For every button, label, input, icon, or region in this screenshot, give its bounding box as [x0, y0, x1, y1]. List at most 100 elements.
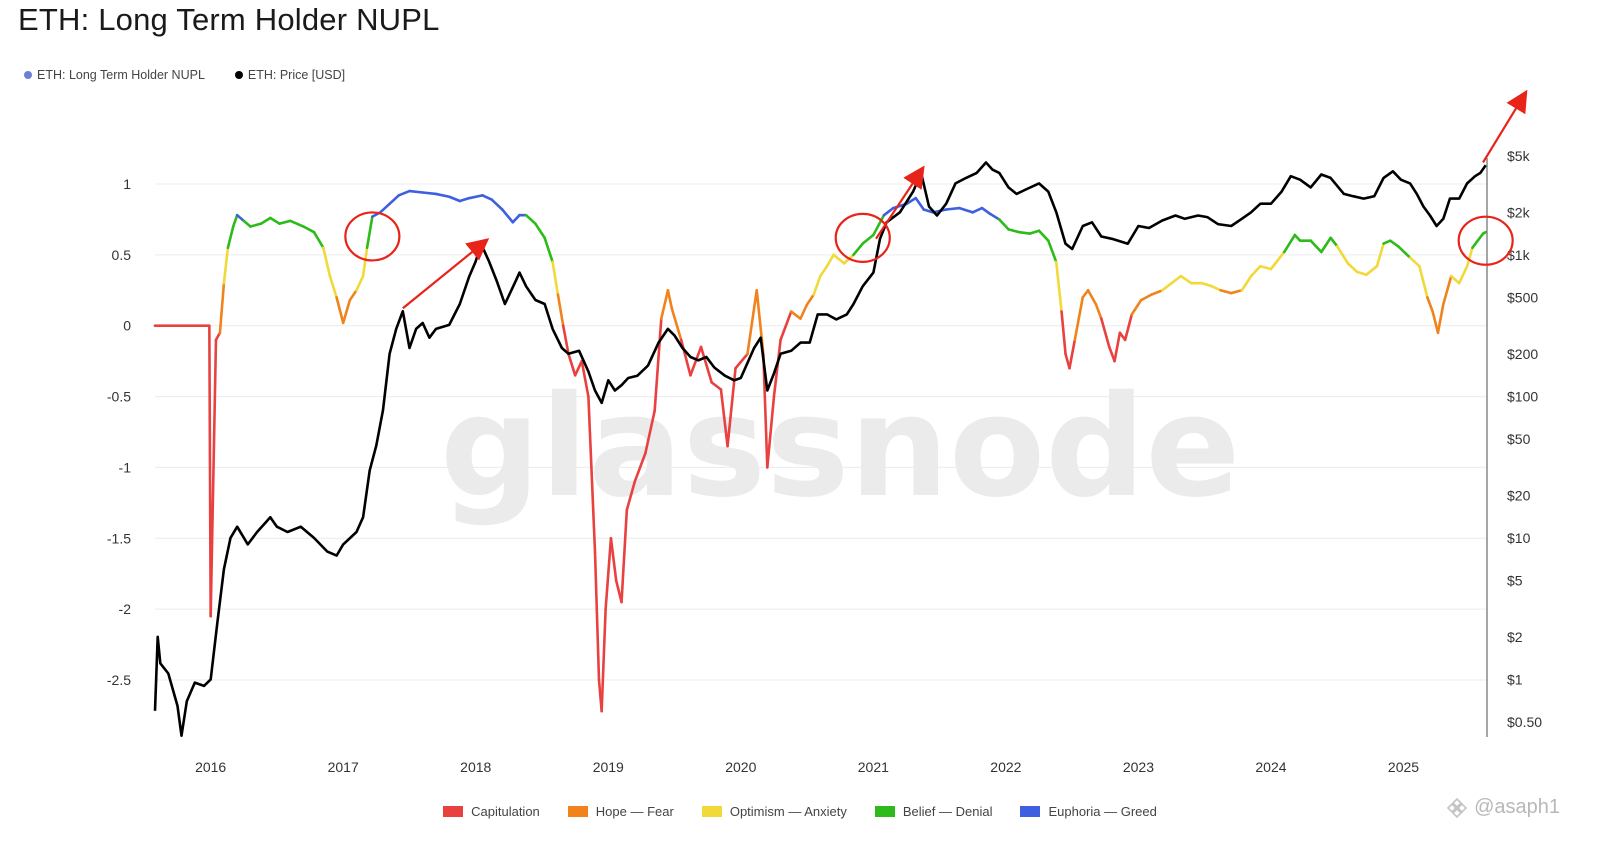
nupl-segment	[551, 260, 560, 296]
right-tick-label-12: $0.50	[1507, 714, 1542, 730]
zone-label-euphoria-greed: Euphoria — Greed	[1048, 804, 1157, 819]
x-tick-label-2: 2018	[460, 759, 491, 775]
nupl-segment	[861, 233, 875, 245]
zone-swatch-belief-denial	[874, 806, 895, 817]
nupl-segment	[1160, 281, 1173, 292]
legend-dot-price	[234, 71, 243, 79]
nupl-segment	[1249, 264, 1262, 278]
nupl-segment	[1346, 262, 1359, 274]
right-tick-label-0: $5k	[1507, 148, 1531, 164]
nupl-segment	[1210, 284, 1222, 292]
x-tick-label-4: 2020	[725, 759, 756, 775]
nupl-segment	[288, 219, 305, 228]
zone-label-hope-fear: Hope — Fear	[595, 804, 674, 819]
nupl-segment	[567, 352, 577, 377]
nupl-segment	[302, 225, 316, 234]
nupl-segment	[408, 189, 425, 194]
nupl-segment	[852, 242, 865, 257]
nupl-segment	[259, 216, 272, 225]
nupl-segment	[1081, 288, 1090, 299]
nupl-segment	[1229, 288, 1244, 295]
right-tick-label-3: $500	[1507, 290, 1538, 306]
nupl-series[interactable]	[153, 189, 1487, 713]
left-tick-label-0: 1	[123, 176, 131, 192]
nupl-segment	[249, 222, 263, 228]
nupl-segment	[365, 215, 374, 250]
nupl-segment	[789, 310, 802, 320]
right-tick-label-2: $1k	[1507, 247, 1531, 263]
zone-label-belief-denial: Belief — Denial	[902, 804, 993, 819]
nupl-segment	[1320, 236, 1332, 254]
legend-item-price[interactable]: ETH: Price [USD]	[234, 68, 345, 82]
legend-item-nupl[interactable]: ETH: Long Term Holder NUPL	[24, 68, 205, 82]
nupl-segment	[1107, 345, 1116, 363]
nupl-segment	[1060, 310, 1067, 356]
nupl-segment	[1396, 245, 1412, 259]
zone-label-optimism-anxiety: Optimism — Anxiety	[729, 804, 847, 819]
nupl-segment	[1179, 274, 1193, 285]
right-tick-label-10: $2	[1507, 629, 1523, 645]
nupl-segment	[1481, 230, 1487, 235]
nupl-segment	[1355, 270, 1368, 276]
zone-legend-hope-fear[interactable]: Hope — Fear	[567, 804, 674, 819]
nupl-segment	[772, 338, 782, 398]
nupl-segment	[988, 212, 1001, 221]
nupl-segment	[348, 288, 358, 302]
nupl-segment	[1017, 230, 1032, 235]
nupl-segment	[1388, 239, 1400, 248]
nupl-segment	[421, 191, 438, 196]
x-tick-label-8: 2024	[1255, 759, 1286, 775]
zone-legend-capitulation[interactable]: Capitulation	[443, 804, 540, 819]
nupl-segment	[779, 310, 793, 342]
author-watermark: @asaph1	[1446, 796, 1560, 819]
nupl-segment	[766, 395, 776, 469]
left-axis-ticks: 1 0.5 0 -0.5 -1 -1.5 -2 -2.5	[107, 176, 131, 688]
nupl-segment	[209, 338, 218, 618]
nupl-segment	[561, 324, 570, 356]
nupl-segment	[1200, 281, 1213, 288]
nupl-segment	[580, 359, 590, 398]
nupl-segment	[971, 206, 984, 214]
nupl-segment	[644, 409, 656, 455]
x-tick-label-7: 2023	[1123, 759, 1154, 775]
nupl-segment	[922, 208, 935, 214]
zone-legend-euphoria-greed[interactable]: Euphoria — Greed	[1020, 804, 1157, 819]
nupl-segment	[1073, 296, 1085, 342]
nupl-segment	[1441, 274, 1453, 306]
nupl-segment	[1476, 232, 1485, 242]
nupl-segment	[670, 307, 683, 342]
nupl-segment	[689, 345, 703, 377]
right-tick-label-8: $10	[1507, 530, 1531, 546]
right-tick-label-4: $200	[1507, 346, 1538, 362]
nupl-segment	[746, 288, 759, 356]
nupl-segment	[341, 298, 352, 325]
right-tick-label-6: $50	[1507, 431, 1531, 447]
left-tick-label-6: -2	[119, 601, 132, 617]
nupl-segment	[226, 225, 235, 250]
nupl-segment	[1139, 293, 1153, 302]
zone-legend-belief-denial[interactable]: Belief — Denial	[874, 804, 993, 819]
nupl-segment	[1130, 298, 1143, 316]
nupl-segment	[1170, 274, 1183, 285]
annotation-circle-4	[834, 212, 891, 263]
nupl-segment	[490, 198, 504, 211]
nupl-segment	[397, 189, 411, 197]
nupl-segment	[355, 274, 365, 292]
nupl-segment	[500, 208, 515, 224]
binance-diamond-icon	[1446, 797, 1468, 818]
price-line	[153, 161, 1487, 737]
nupl-segment	[1335, 245, 1350, 265]
nupl-segment	[1408, 256, 1421, 268]
price-series[interactable]	[153, 161, 1487, 737]
x-tick-label-5: 2021	[858, 759, 889, 775]
nupl-segment	[335, 296, 345, 325]
nupl-segment	[882, 206, 895, 217]
zone-legend-optimism-anxiety[interactable]: Optimism — Anxiety	[701, 804, 847, 819]
right-tick-label-9: $5	[1507, 573, 1523, 589]
nupl-segment	[1418, 264, 1429, 299]
nupl-segment	[980, 206, 992, 216]
x-tick-label-6: 2022	[990, 759, 1021, 775]
nupl-segment	[1123, 313, 1134, 342]
nupl-segment	[312, 230, 325, 250]
nupl-segment	[633, 451, 647, 483]
